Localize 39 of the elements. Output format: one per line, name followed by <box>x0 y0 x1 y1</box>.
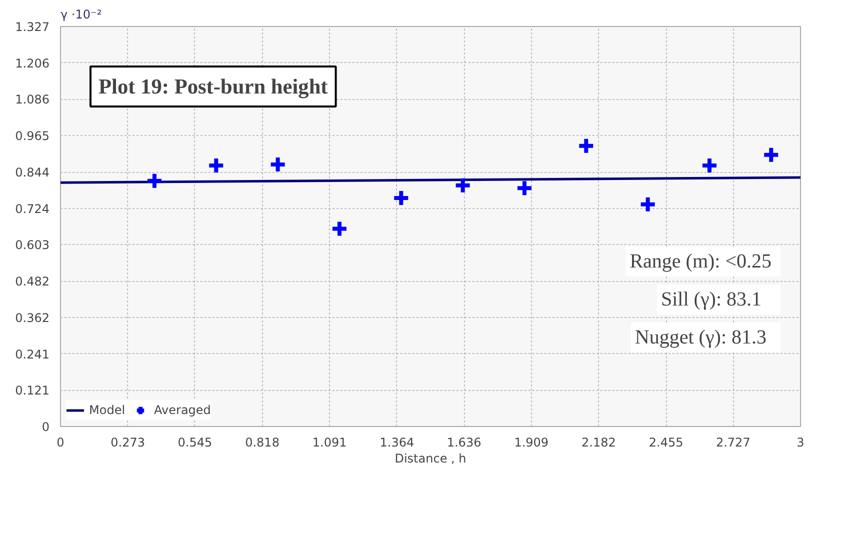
point <box>762 146 780 164</box>
x-tick-label: 1.364 <box>380 436 414 450</box>
x-axis-title: Distance , h <box>394 452 466 466</box>
legend-label: Model <box>89 403 126 417</box>
x-tick-label: 0 <box>56 436 64 450</box>
y-tick-label: 0.482 <box>15 274 50 289</box>
point <box>145 172 164 190</box>
y-tick-label: 0.844 <box>15 166 50 180</box>
annotation: Nugget (γ): 81.3 <box>634 326 766 348</box>
text: Plot 19: Post-burn height <box>98 74 329 98</box>
x-tick-label: 2.182 <box>582 436 616 450</box>
point <box>638 195 657 214</box>
y-tick-label: 0.121 <box>15 384 50 398</box>
y-tick-label: 1.206 <box>15 56 50 70</box>
x-tick-label: 1.636 <box>446 436 482 450</box>
x-tick-label: 0.273 <box>110 436 146 450</box>
annotation: Sill (γ): 83.1 <box>660 288 762 310</box>
y-axis-title: γ ·10⁻² <box>60 8 102 22</box>
y-tick-label: 0.724 <box>15 202 50 216</box>
x-tick-label: 2.727 <box>716 436 750 450</box>
y-tick-label: 0 <box>42 420 50 434</box>
y-tick-label: 0.603 <box>15 238 50 252</box>
x-tick-label: 3 <box>796 436 804 450</box>
y-tick-label: 0.965 <box>15 129 50 144</box>
point <box>330 220 348 238</box>
y-tick-label: 1.086 <box>15 92 50 107</box>
annotation: Range (m): <0.25 <box>630 250 772 272</box>
y-tick-label: 1.327 <box>15 20 50 34</box>
point <box>515 179 534 198</box>
y-tick-label: 0.362 <box>15 310 50 325</box>
y-tick-label: 0.241 <box>15 347 50 362</box>
x-tick-label: 2.455 <box>648 436 684 450</box>
x-tick-label: 0.818 <box>245 436 280 450</box>
x-tick-label: 1.909 <box>514 436 549 450</box>
x-tick-label: 0.545 <box>178 436 212 450</box>
point <box>577 136 596 155</box>
x-tick-label: 1.091 <box>312 436 347 450</box>
legend-label: Averaged <box>154 403 211 417</box>
point <box>454 176 472 194</box>
